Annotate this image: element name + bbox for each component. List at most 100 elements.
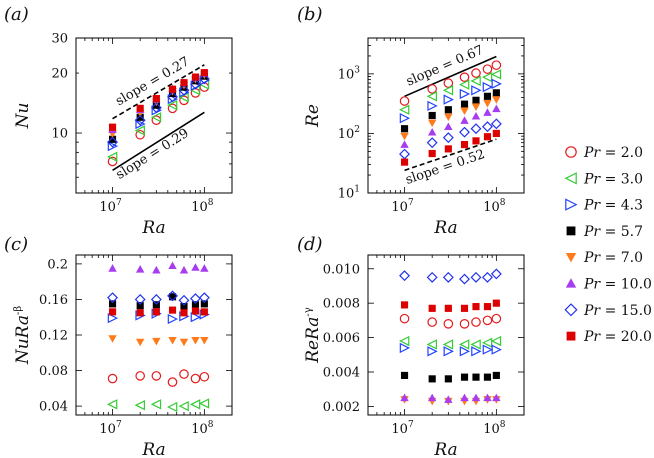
data-point	[398, 335, 410, 347]
data-point	[427, 84, 437, 94]
y-tick-label: 102	[338, 125, 360, 142]
data-point	[166, 401, 178, 413]
data-point	[472, 303, 480, 311]
data-point	[136, 113, 144, 121]
panel-label: (c)	[4, 234, 28, 255]
data-point	[481, 271, 493, 283]
data-point	[442, 339, 454, 350]
data-point	[426, 271, 438, 283]
y-tick-label: 30	[51, 32, 68, 47]
data-point	[460, 304, 469, 312]
data-point	[427, 127, 437, 136]
data-point	[135, 129, 145, 140]
fit-line	[112, 64, 205, 120]
data-point	[470, 75, 481, 87]
data-point	[200, 264, 209, 272]
legend-label: Pr = 15.0	[583, 303, 652, 319]
y-tick-label: 0.002	[323, 400, 360, 415]
data-point	[150, 293, 162, 305]
data-point	[471, 85, 482, 96]
data-point	[168, 293, 177, 301]
data-point	[481, 121, 493, 133]
data-point	[444, 395, 453, 403]
legend-marker	[565, 278, 577, 288]
data-point	[400, 301, 409, 309]
data-point	[178, 84, 190, 96]
data-point	[442, 132, 454, 144]
data-point	[400, 125, 409, 133]
data-point	[106, 399, 118, 410]
data-point	[108, 135, 117, 143]
legend-label: Pr = 4.3	[583, 198, 643, 214]
y-tick-label: 0.04	[39, 400, 68, 415]
data-point	[460, 141, 469, 149]
data-point	[472, 137, 480, 145]
data-point	[470, 123, 482, 135]
y-tick-label: 0.2	[47, 257, 68, 272]
data-point	[459, 346, 471, 357]
data-point	[444, 113, 453, 122]
data-point	[108, 308, 117, 316]
y-tick-label: 0.16	[39, 293, 68, 308]
data-point	[471, 346, 482, 357]
data-point	[167, 290, 178, 302]
y-tick-label: 0.004	[323, 365, 360, 380]
data-point	[470, 271, 482, 283]
data-point	[180, 302, 188, 311]
data-point	[150, 399, 162, 410]
data-point	[179, 338, 189, 347]
slope-label: slope = 0.29	[114, 126, 192, 183]
data-point	[491, 60, 502, 70]
data-point	[178, 400, 189, 412]
data-point	[180, 79, 188, 87]
fit-line	[404, 55, 497, 98]
data-point	[150, 112, 162, 123]
data-point	[107, 136, 119, 148]
data-point	[443, 319, 454, 329]
legend-marker	[565, 253, 577, 263]
data-point	[444, 122, 453, 131]
data-point	[483, 108, 492, 116]
y-tick-label: 103	[338, 65, 361, 82]
data-point	[459, 319, 470, 329]
data-point	[152, 265, 161, 274]
data-point	[400, 158, 409, 166]
x-axis-label: Ra	[141, 440, 165, 458]
x-tick-label: 108	[191, 198, 214, 215]
data-point	[492, 299, 500, 307]
data-point	[108, 300, 117, 308]
legend-marker	[564, 303, 578, 317]
legend-marker	[565, 198, 578, 211]
panel-c: 107 108 0.04 0.08 0.12 0.16 0.2 Ra NuRa-β (c)	[4, 234, 233, 458]
data-point	[491, 344, 502, 355]
data-point	[400, 140, 409, 148]
y-axis-label: ReRa-γ	[303, 307, 323, 364]
data-point	[444, 145, 452, 153]
legend: Pr = 2.0 Pr = 3.0 Pr = 4.3 Pr = 5.7 Pr = 7.0…	[564, 145, 652, 345]
data-point	[135, 265, 145, 273]
legend-label: Pr = 2.0	[583, 145, 643, 161]
data-point	[198, 398, 210, 409]
data-point	[189, 399, 201, 410]
data-point	[483, 133, 492, 141]
data-point	[200, 336, 209, 345]
y-tick-label: 0.008	[323, 297, 360, 312]
data-point	[426, 137, 438, 149]
data-point	[460, 107, 469, 115]
data-point	[108, 123, 117, 131]
data-point	[482, 315, 493, 326]
data-point	[399, 113, 411, 124]
data-point	[444, 375, 452, 383]
x-tick-label: 107	[391, 198, 414, 215]
y-axis-label: Nu	[13, 103, 33, 130]
data-point	[108, 335, 117, 343]
x-tick-label: 108	[483, 420, 506, 437]
data-point	[399, 96, 410, 106]
data-point	[443, 78, 454, 88]
plot-frame	[367, 254, 525, 416]
data-point	[400, 393, 409, 402]
data-point	[135, 371, 145, 381]
data-point	[136, 309, 144, 317]
data-point	[471, 68, 481, 78]
data-point	[472, 373, 480, 381]
